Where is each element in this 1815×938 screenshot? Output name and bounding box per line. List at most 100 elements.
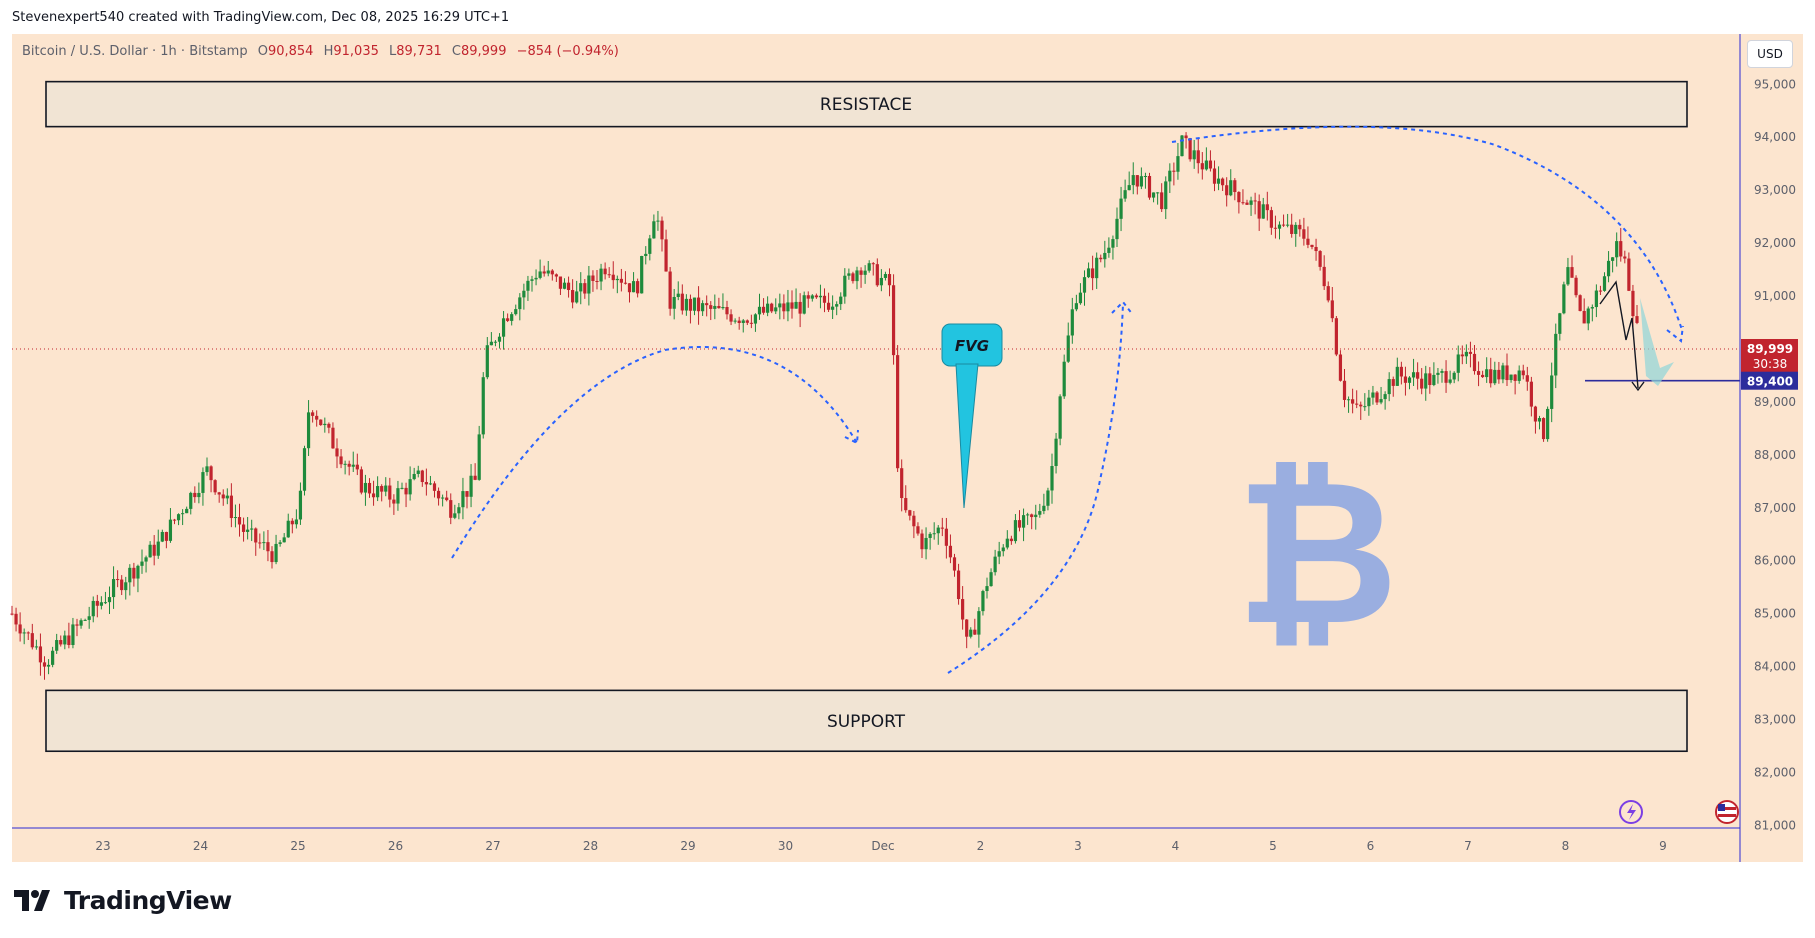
candle-body-196 bbox=[806, 295, 810, 299]
time-tick-label: 3 bbox=[1074, 839, 1082, 853]
candle-body-352 bbox=[1440, 371, 1444, 373]
candle-body-360 bbox=[1472, 353, 1477, 372]
candle-body-211 bbox=[867, 263, 871, 271]
candle-body-181 bbox=[745, 320, 749, 323]
candle-body-37 bbox=[160, 531, 164, 542]
candle-body-17 bbox=[79, 620, 83, 626]
candle-body-87 bbox=[363, 482, 368, 493]
candle-body-195 bbox=[802, 295, 806, 314]
candle-body-31 bbox=[136, 565, 140, 579]
candle-body-136 bbox=[562, 282, 567, 289]
candle-body-297 bbox=[1216, 178, 1221, 184]
candle-body-311 bbox=[1273, 227, 1278, 229]
candle-body-216 bbox=[887, 274, 892, 286]
arrow-head-middle bbox=[1111, 300, 1134, 316]
fvg-label: FVG bbox=[955, 337, 989, 355]
candle-body-204 bbox=[839, 296, 843, 305]
candle-body-16 bbox=[75, 624, 79, 626]
candle-body-389 bbox=[1590, 307, 1594, 309]
low-label: L bbox=[389, 44, 397, 59]
candle-body-342 bbox=[1399, 366, 1403, 377]
candle-body-67 bbox=[282, 537, 286, 543]
candle-body-308 bbox=[1261, 204, 1265, 219]
candle-body-218 bbox=[896, 355, 900, 469]
candle-body-348 bbox=[1424, 373, 1428, 389]
candle-body-289 bbox=[1184, 135, 1188, 139]
candle-body-154 bbox=[636, 281, 640, 294]
candle-body-369 bbox=[1509, 374, 1513, 381]
candle-body-48 bbox=[205, 466, 209, 473]
candle-body-300 bbox=[1229, 180, 1233, 196]
change-value: −854 (−0.94%) bbox=[516, 44, 619, 59]
candle-body-18 bbox=[83, 619, 87, 621]
candle-body-44 bbox=[189, 492, 193, 509]
candle-body-117 bbox=[485, 345, 489, 378]
candle-body-143 bbox=[591, 275, 595, 281]
candle-body-121 bbox=[501, 318, 506, 337]
candle-body-331 bbox=[1355, 403, 1359, 405]
support-zone bbox=[45, 689, 1688, 753]
candle-body-271 bbox=[1111, 239, 1115, 248]
candle-body-199 bbox=[818, 295, 823, 298]
candle-body-240 bbox=[985, 586, 989, 592]
projection-arrowhead bbox=[1631, 381, 1645, 392]
annotation-layer: FVG ₿ bbox=[12, 125, 1740, 674]
candle-body-129 bbox=[534, 277, 538, 280]
candle-body-41 bbox=[176, 514, 181, 521]
candle-body-84 bbox=[351, 464, 355, 467]
candle-body-149 bbox=[615, 278, 619, 281]
candle-body-157 bbox=[648, 238, 652, 254]
candle-body-79 bbox=[331, 427, 335, 449]
candle-body-107 bbox=[445, 497, 449, 501]
candle-body-169 bbox=[696, 297, 701, 312]
candle-body-82 bbox=[343, 463, 347, 465]
candle-body-137 bbox=[566, 282, 571, 291]
candle-body-346 bbox=[1416, 372, 1420, 379]
candle-body-14 bbox=[67, 635, 71, 646]
close-label: C bbox=[451, 44, 461, 59]
candle-body-180 bbox=[741, 320, 745, 324]
price-tick-label: 85,000 bbox=[1754, 607, 1796, 621]
candle-body-33 bbox=[144, 557, 148, 562]
candle-body-193 bbox=[794, 301, 798, 309]
candle-body-295 bbox=[1208, 160, 1213, 169]
candle-body-116 bbox=[481, 377, 485, 435]
support-zone-label: SUPPORT bbox=[827, 712, 906, 732]
symbol-legend[interactable]: Bitcoin / U.S. Dollar · 1h · Bitstamp O9… bbox=[22, 44, 619, 59]
candle-body-296 bbox=[1212, 168, 1217, 184]
candle-body-210 bbox=[863, 270, 867, 275]
price-tick-label: 92,000 bbox=[1754, 236, 1796, 250]
candle-body-245 bbox=[1005, 538, 1009, 548]
candle-body-341 bbox=[1395, 366, 1399, 386]
candle-body-147 bbox=[607, 274, 611, 276]
candle-body-328 bbox=[1342, 380, 1347, 400]
arrow-head-right bbox=[1666, 325, 1684, 343]
candle-body-220 bbox=[904, 498, 908, 511]
candle-body-203 bbox=[835, 304, 839, 307]
candle-body-6 bbox=[34, 646, 38, 648]
candle-body-243 bbox=[997, 551, 1001, 557]
candle-body-152 bbox=[627, 283, 632, 293]
candle-body-198 bbox=[814, 295, 818, 298]
candle-body-350 bbox=[1432, 374, 1436, 386]
candle-body-39 bbox=[168, 519, 173, 541]
candle-body-251 bbox=[1030, 514, 1034, 518]
candle-body-94 bbox=[392, 499, 396, 504]
candle-body-384 bbox=[1570, 267, 1574, 278]
candle-body-192 bbox=[790, 302, 794, 309]
candle-body-208 bbox=[855, 270, 859, 282]
projection-zigzag bbox=[1599, 280, 1639, 389]
candle-body-114 bbox=[473, 475, 477, 480]
candle-body-264 bbox=[1082, 277, 1087, 293]
candle-body-345 bbox=[1411, 372, 1416, 378]
candle-body-81 bbox=[339, 456, 343, 465]
candle-body-232 bbox=[952, 557, 957, 571]
currency-button[interactable]: USD bbox=[1747, 40, 1793, 68]
tradingview-logo[interactable]: TradingView bbox=[14, 886, 232, 915]
price-tick-label: 82,000 bbox=[1754, 765, 1796, 779]
candle-body-275 bbox=[1127, 185, 1131, 191]
time-tick-label: 8 bbox=[1562, 839, 1570, 853]
candle-body-80 bbox=[335, 448, 339, 457]
candle-body-118 bbox=[489, 341, 493, 346]
